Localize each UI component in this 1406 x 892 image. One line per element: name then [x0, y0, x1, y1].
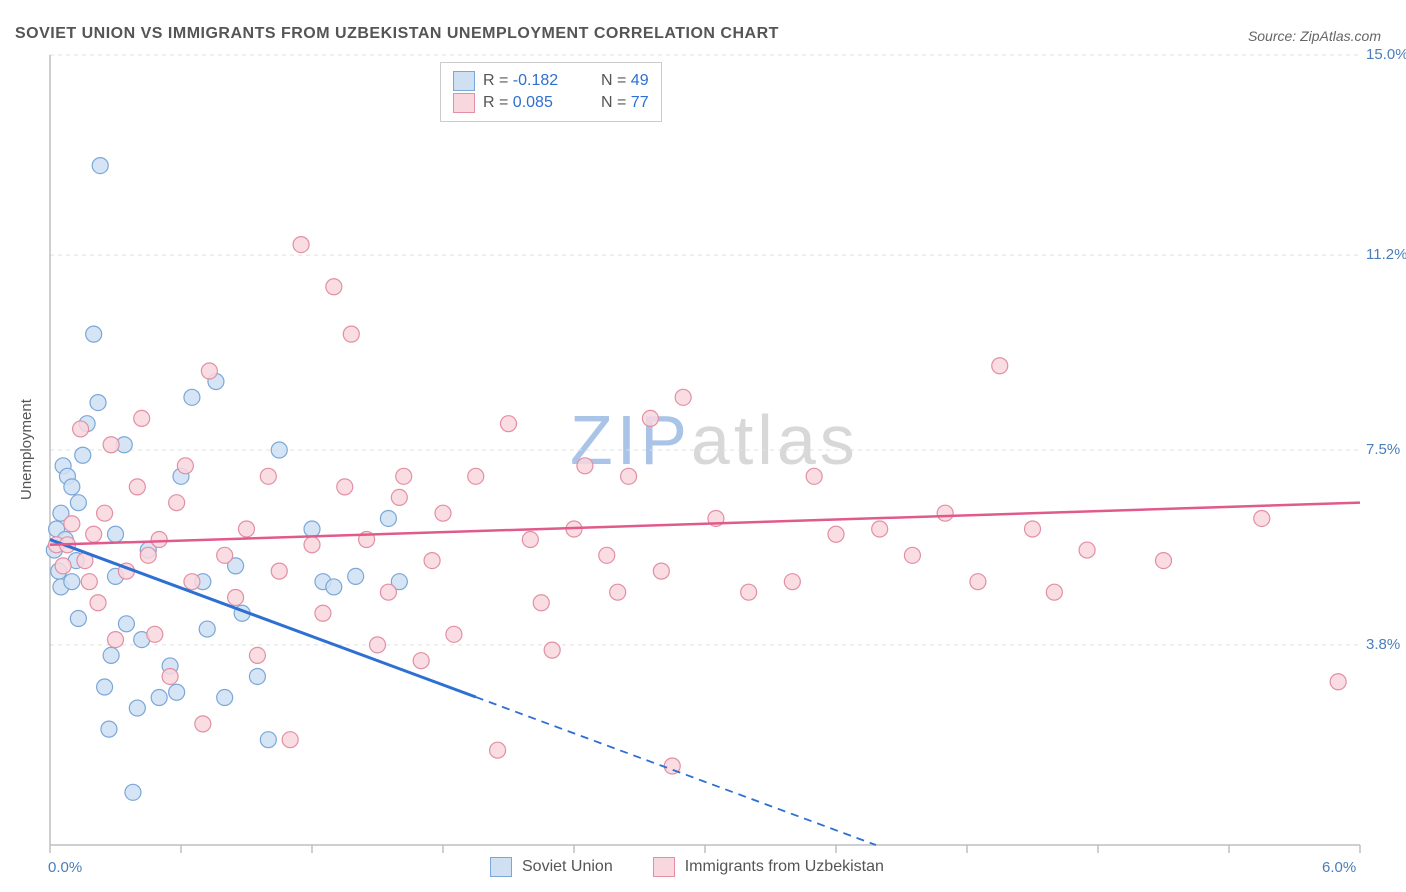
y-tick-label: 11.2% [1366, 246, 1406, 263]
y-tick-label: 7.5% [1366, 441, 1400, 458]
stat-n: N = 77 [601, 94, 649, 112]
x-tick-label: 0.0% [48, 859, 82, 876]
stats-row: R = -0.182 N = 49 [453, 71, 649, 91]
correlation-stats-box: R = -0.182 N = 49 R = 0.085 N = 77 [440, 62, 662, 122]
stat-r: R = -0.182 [483, 72, 593, 90]
legend-swatch [490, 857, 512, 877]
legend-swatch [653, 857, 675, 877]
stat-n: N = 49 [601, 72, 649, 90]
x-tick-label: 6.0% [1322, 859, 1356, 876]
legend-label: Soviet Union [522, 858, 613, 876]
scatter-plot [0, 0, 1406, 892]
series-swatch [453, 71, 475, 91]
y-tick-label: 15.0% [1366, 46, 1406, 63]
stats-row: R = 0.085 N = 77 [453, 93, 649, 113]
stat-r: R = 0.085 [483, 94, 593, 112]
series-swatch [453, 93, 475, 113]
y-tick-label: 3.8% [1366, 636, 1400, 653]
legend-label: Immigrants from Uzbekistan [685, 858, 884, 876]
series-legend: Soviet Union Immigrants from Uzbekistan [490, 857, 914, 877]
